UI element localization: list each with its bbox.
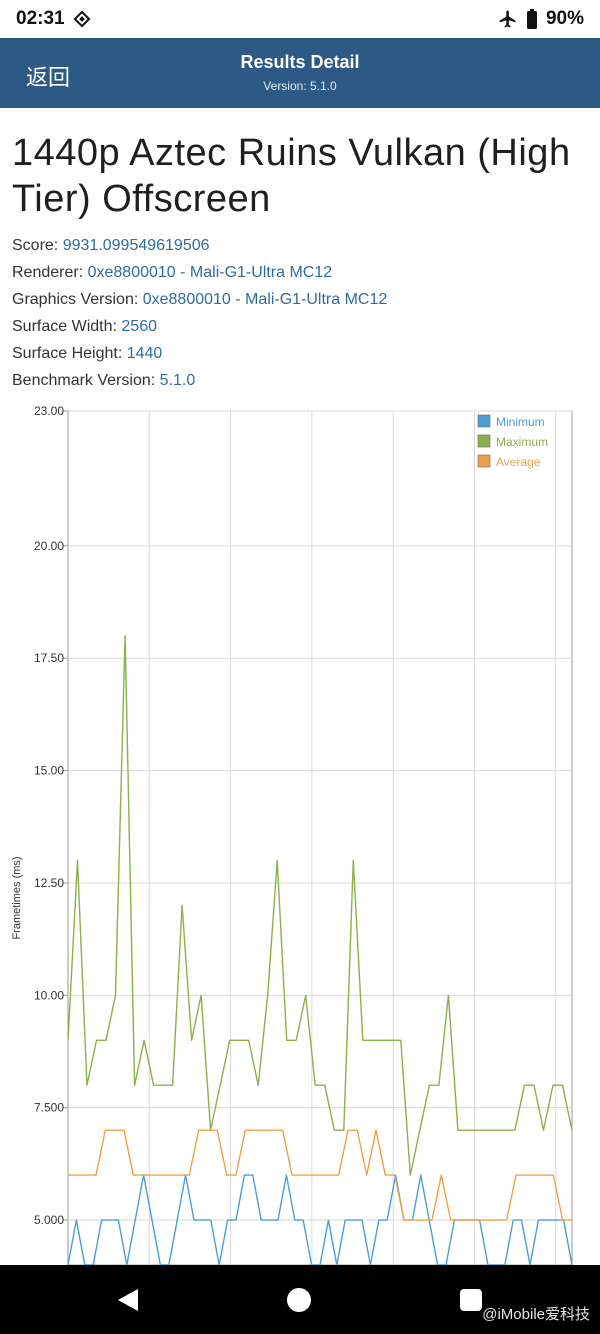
back-button[interactable]: 返回	[26, 65, 71, 90]
app-bar: 返回 Results Detail Version: 5.1.0	[0, 38, 600, 108]
nav-recents-button[interactable]	[460, 1289, 482, 1311]
y-tick-label: 5.000	[34, 1213, 64, 1227]
info-value: 2560	[121, 318, 157, 335]
legend-label: Maximum	[496, 435, 548, 449]
info-row-benchmark-version: Benchmark Version: 5.1.0	[12, 367, 387, 394]
info-row-renderer: Renderer: 0xe8800010 - Mali-G1-Ultra MC1…	[12, 259, 387, 286]
y-tick-label: 23.00	[34, 404, 64, 418]
navigation-bar: @iMobile爱科技	[0, 1265, 600, 1334]
info-row-surface-width: Surface Width: 2560	[12, 313, 387, 340]
info-row-graphics-version: Graphics Version: 0xe8800010 - Mali-G1-U…	[12, 286, 387, 313]
battery-percent: 90%	[545, 8, 584, 29]
series-line-maximum	[67, 634, 573, 1176]
y-tick-label: 17.50	[34, 651, 64, 665]
plot-area	[67, 410, 573, 1265]
status-bar: 02:31 90%	[0, 0, 600, 38]
frametime-chart: 23.00 20.00 17.50 15.00 12.50 10.00 7.500 5.000…	[0, 403, 600, 1265]
status-left: 02:31	[16, 8, 91, 30]
info-value: 9931.099549619506	[62, 237, 210, 254]
info-label: Renderer:	[12, 264, 84, 281]
sim-diamond-icon	[73, 10, 91, 28]
test-title: 1440p Aztec Ruins Vulkan (High Tier) Off…	[12, 132, 571, 220]
info-value: 0xe8800010 - Mali-G1-Ultra MC12	[87, 264, 333, 281]
info-list: Score: 9931.099549619506 Renderer: 0xe88…	[12, 232, 387, 394]
nav-back-icon[interactable]	[116, 1287, 140, 1313]
info-label: Score:	[12, 237, 59, 254]
y-axis-label: Frametimes (ms)	[11, 856, 23, 939]
legend-swatch	[477, 414, 491, 428]
legend-label: Minimum	[496, 415, 545, 429]
y-tick-label: 20.00	[34, 539, 64, 553]
legend-swatch	[477, 454, 491, 468]
y-tick-label: 15.00	[34, 764, 64, 778]
nav-home-button[interactable]	[287, 1288, 311, 1312]
y-tick-label: 10.00	[34, 988, 64, 1002]
airplane-mode-icon	[499, 10, 516, 28]
series-line-minimum	[67, 1174, 573, 1265]
info-value: 1440	[126, 345, 163, 362]
info-value: 0xe8800010 - Mali-G1-Ultra MC12	[142, 291, 388, 308]
info-row-surface-height: Surface Height: 1440	[12, 340, 387, 367]
clock: 02:31	[16, 8, 65, 29]
info-label: Surface Width:	[12, 318, 117, 335]
series-line-average	[68, 1129, 572, 1221]
info-label: Graphics Version:	[12, 291, 139, 308]
info-row-score: Score: 9931.099549619506	[12, 232, 387, 259]
info-label: Benchmark Version:	[12, 372, 156, 389]
legend-swatch	[477, 434, 491, 448]
legend-label: Average	[496, 455, 541, 469]
frametime-chart-svg: 23.00 20.00 17.50 15.00 12.50 10.00 7.500 5.000…	[11, 404, 573, 1265]
info-label: Surface Height:	[12, 345, 123, 362]
y-tick-label: 7.500	[34, 1101, 64, 1115]
info-value: 5.1.0	[159, 372, 196, 389]
battery-icon	[526, 9, 537, 29]
page-title: Results Detail	[240, 52, 360, 72]
status-right: 90%	[498, 8, 584, 30]
y-tick-label: 12.50	[34, 876, 64, 890]
version-subtitle: Version: 5.1.0	[263, 79, 337, 93]
watermark: @iMobile爱科技	[482, 1306, 590, 1323]
